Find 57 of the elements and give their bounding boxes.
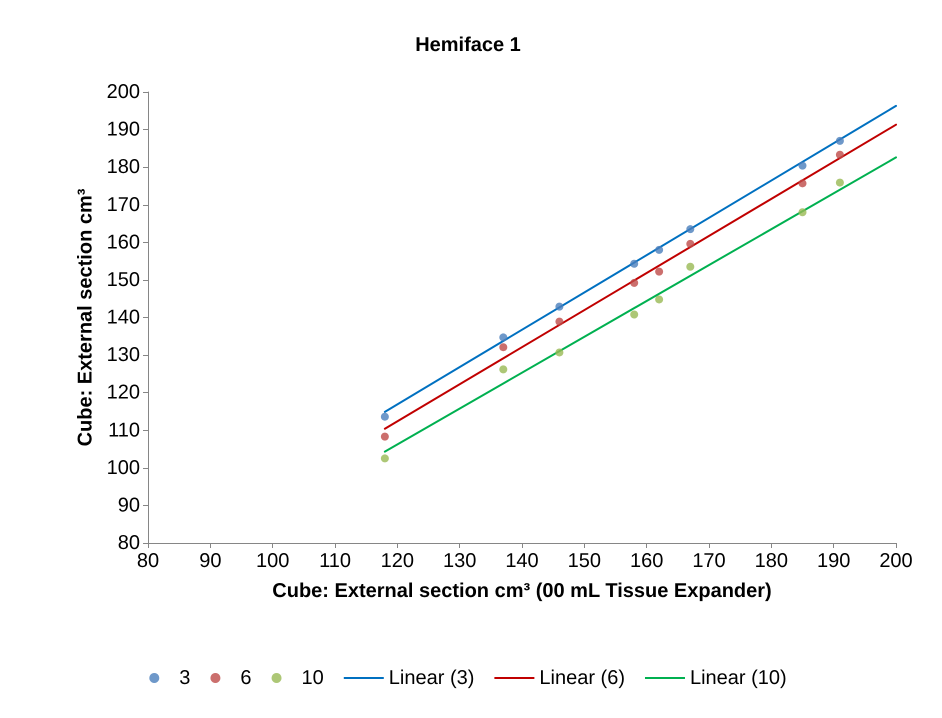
chart-title: Hemiface 1 [415, 34, 521, 56]
point [380, 412, 389, 421]
legend-label: Linear (10) [690, 667, 787, 689]
y-tick-label: 110 [108, 419, 140, 442]
x-tick-label: 130 [442, 550, 476, 572]
x-tick-label: 100 [256, 550, 290, 572]
x-tick-label: 150 [568, 550, 602, 572]
x-tick-label: 180 [754, 550, 788, 572]
point [380, 432, 389, 441]
legend-label: 10 [302, 667, 324, 689]
y-tick-label: 140 [106, 306, 140, 328]
point [499, 343, 508, 352]
point [555, 318, 564, 326]
point [555, 302, 564, 311]
point [630, 310, 638, 318]
x-tick-label: 170 [692, 550, 726, 572]
point [686, 225, 694, 234]
point [630, 278, 638, 287]
point [380, 454, 389, 462]
point [836, 178, 844, 187]
point [655, 295, 664, 304]
x-tick-label: 160 [630, 550, 664, 572]
x-tick-label: 90 [199, 550, 222, 572]
y-tick-label: 150 [106, 268, 140, 291]
legend-label: Linear (6) [539, 667, 625, 689]
legend-label: 6 [240, 667, 252, 689]
point [655, 268, 664, 276]
y-tick-label: 120 [106, 382, 140, 404]
x-tick-label: 110 [319, 550, 351, 572]
y-tick-label: 200 [106, 81, 140, 103]
y-axis-title: Cube: External section cm³ [74, 188, 97, 446]
point [499, 365, 508, 374]
point [798, 208, 806, 216]
x-tick-label: 120 [380, 550, 414, 572]
point [686, 240, 694, 248]
y-tick-label: 170 [106, 194, 140, 216]
y-tick-label: 160 [106, 231, 140, 254]
point [836, 136, 844, 145]
x-tick-label: 140 [505, 550, 539, 572]
point [499, 333, 508, 342]
x-tick-label: 190 [816, 550, 850, 572]
point [655, 246, 664, 254]
legend-label: 3 [179, 667, 190, 689]
x-tick-label: 200 [879, 550, 913, 572]
point [686, 262, 694, 271]
point [836, 150, 844, 159]
legend-label: Linear (3) [388, 667, 474, 689]
y-tick-label: 130 [106, 344, 140, 366]
point [630, 260, 638, 268]
y-tick-label: 90 [118, 494, 140, 516]
x-axis-title: Cube: External section cm³ (00 mL Tissue Expander) [272, 580, 772, 602]
point [555, 348, 564, 356]
y-tick-label: 100 [106, 456, 140, 479]
y-tick-label: 180 [106, 156, 140, 178]
y-tick-label: 190 [106, 118, 140, 141]
point [798, 162, 806, 170]
point [798, 179, 806, 188]
